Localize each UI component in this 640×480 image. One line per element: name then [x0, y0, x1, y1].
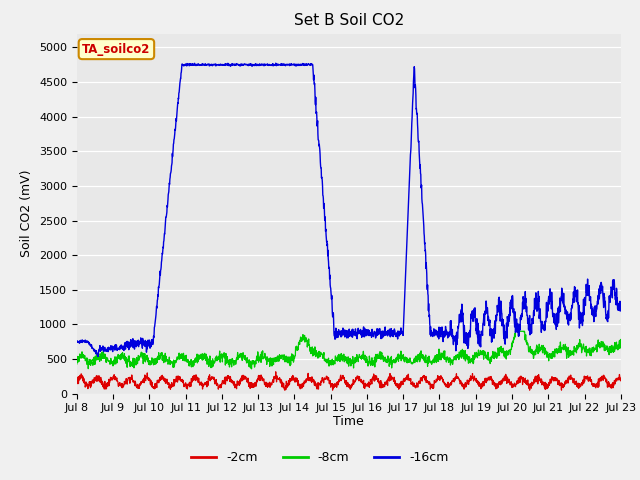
-16cm: [338, 332, 346, 337]
-2cm: [602, 376, 609, 382]
-8cm: [502, 352, 509, 358]
-2cm: [338, 375, 346, 381]
-8cm: [100, 356, 108, 361]
-2cm: [324, 377, 332, 383]
-16cm: [324, 241, 332, 247]
Text: TA_soilco2: TA_soilco2: [82, 43, 150, 56]
-8cm: [73, 361, 81, 367]
-2cm: [502, 372, 509, 377]
Legend: -2cm, -8cm, -16cm: -2cm, -8cm, -16cm: [186, 446, 454, 469]
Y-axis label: Soil CO2 (mV): Soil CO2 (mV): [20, 170, 33, 257]
-16cm: [602, 299, 609, 304]
-8cm: [511, 328, 519, 334]
-8cm: [602, 348, 609, 353]
-16cm: [617, 307, 625, 312]
-2cm: [602, 376, 609, 382]
Line: -2cm: -2cm: [77, 372, 621, 390]
-16cm: [502, 329, 509, 335]
-8cm: [602, 346, 609, 352]
-16cm: [101, 345, 109, 350]
-2cm: [100, 382, 108, 387]
-16cm: [73, 339, 81, 345]
-16cm: [272, 60, 280, 66]
-2cm: [73, 381, 81, 386]
-8cm: [617, 342, 625, 348]
-8cm: [338, 353, 346, 359]
-16cm: [94, 353, 102, 359]
-8cm: [248, 366, 255, 372]
-2cm: [281, 387, 289, 393]
-2cm: [617, 375, 625, 381]
-8cm: [323, 357, 331, 362]
-2cm: [272, 369, 280, 375]
Line: -16cm: -16cm: [77, 63, 621, 356]
Line: -8cm: -8cm: [77, 331, 621, 369]
Title: Set B Soil CO2: Set B Soil CO2: [294, 13, 404, 28]
-16cm: [602, 308, 609, 314]
X-axis label: Time: Time: [333, 415, 364, 428]
